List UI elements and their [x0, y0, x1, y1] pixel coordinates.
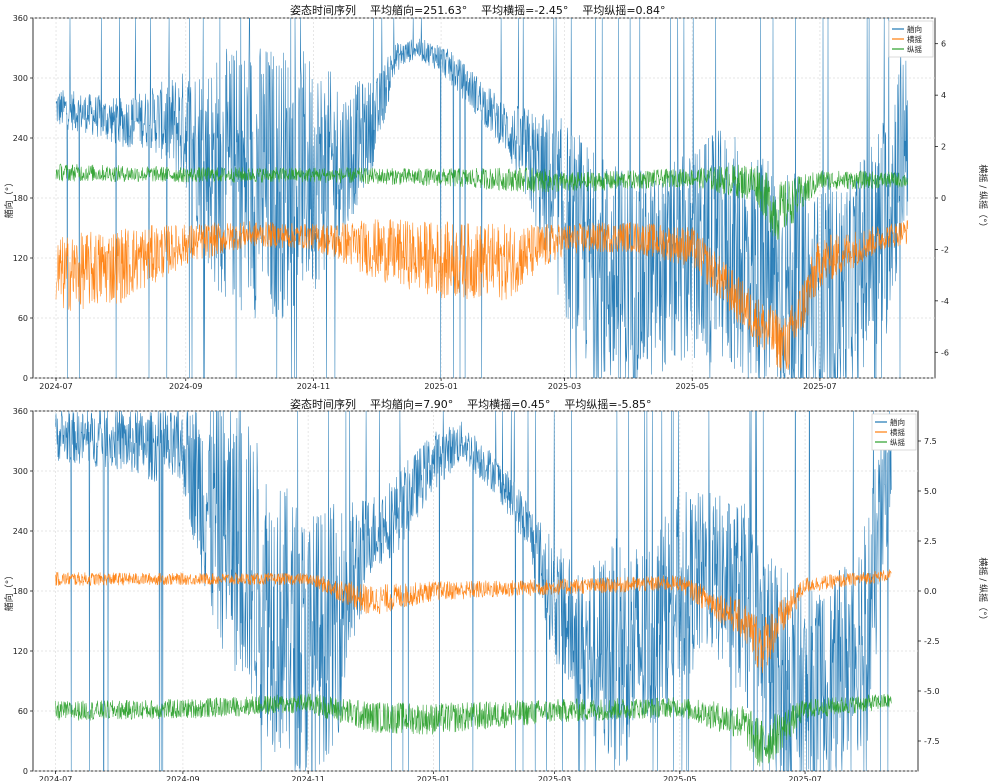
y-left-tick-label: 240	[13, 134, 28, 143]
y-right-tick-label: -7.5	[924, 737, 940, 746]
x-tick-label: 2024-07	[39, 382, 72, 391]
x-tick-label: 2025-01	[417, 775, 450, 781]
x-tick-label: 2024-07	[39, 775, 72, 781]
chart-title-top: 姿态时间序列 平均艏向=251.63° 平均横摇=-2.45° 平均纵摇=0.8…	[290, 4, 666, 17]
x-tick-label: 2025-03	[548, 382, 581, 391]
y-right-tick-label: 2	[941, 143, 946, 152]
y-right-tick-label: -2	[941, 245, 949, 254]
y-left-tick-label: 0	[23, 374, 28, 383]
y-left-tick-label: 360	[13, 14, 28, 23]
series-line-roll	[55, 569, 892, 674]
series-line-heading	[55, 411, 892, 771]
x-tick-label: 2024-09	[166, 775, 199, 781]
y-left-tick-label: 120	[13, 254, 28, 263]
y-right-tick-label: 0.0	[924, 587, 937, 596]
y-right-tick-label: -5.0	[924, 687, 940, 696]
series-line-roll	[55, 219, 909, 371]
legend-label: 艏向	[907, 24, 922, 34]
y-right-tick-label: 2.5	[924, 537, 937, 546]
y-right-tick-label: 5.0	[924, 487, 937, 496]
series-line-pitch	[55, 163, 909, 240]
y-right-axis-label: 横摇 / 纵摇（°）	[977, 164, 989, 231]
legend-label: 横摇	[890, 427, 905, 437]
plot-area-0	[32, 17, 936, 379]
x-tick-label: 2025-03	[538, 775, 571, 781]
y-left-tick-label: 120	[13, 647, 28, 656]
y-right-axis-label: 横摇 / 纵摇（°）	[977, 557, 989, 624]
y-left-axis-label: 艏向（°）	[3, 571, 15, 612]
x-tick-label: 2025-05	[676, 382, 709, 391]
y-right-tick-label: -4	[941, 297, 949, 306]
legend-label: 纵摇	[907, 44, 922, 54]
y-left-tick-label: 180	[13, 587, 28, 596]
chart-title-bottom: 姿态时间序列 平均艏向=7.90° 平均横摇=0.45° 平均纵摇=-5.85°	[290, 398, 652, 411]
y-right-tick-label: 0	[941, 194, 946, 203]
legend-label: 纵摇	[890, 437, 905, 447]
x-tick-label: 2025-07	[788, 775, 821, 781]
x-tick-label: 2025-01	[424, 382, 457, 391]
y-left-axis-label: 艏向（°）	[3, 178, 15, 219]
y-left-tick-label: 300	[13, 74, 28, 83]
y-left-tick-label: 60	[18, 707, 28, 716]
y-right-tick-label: 6	[941, 40, 946, 49]
y-left-tick-label: 240	[13, 527, 28, 536]
legend-label: 艏向	[890, 417, 905, 427]
x-tick-label: 2024-09	[169, 382, 202, 391]
y-left-tick-label: 0	[23, 767, 28, 776]
y-right-tick-label: -2.5	[924, 637, 940, 646]
x-tick-label: 2024-11	[291, 775, 324, 781]
legend-label: 横摇	[907, 34, 922, 44]
y-right-tick-label: 4	[941, 91, 946, 100]
x-tick-label: 2024-11	[297, 382, 330, 391]
y-right-tick-label: 7.5	[924, 437, 937, 446]
series-line-pitch	[55, 693, 892, 767]
y-left-tick-label: 180	[13, 194, 28, 203]
series-line-heading	[55, 18, 909, 378]
y-left-tick-label: 60	[18, 314, 28, 323]
y-right-tick-label: -6	[941, 348, 949, 357]
y-left-tick-label: 300	[13, 467, 28, 476]
x-tick-label: 2025-07	[803, 382, 836, 391]
x-tick-label: 2025-05	[663, 775, 696, 781]
y-left-tick-label: 360	[13, 407, 28, 416]
